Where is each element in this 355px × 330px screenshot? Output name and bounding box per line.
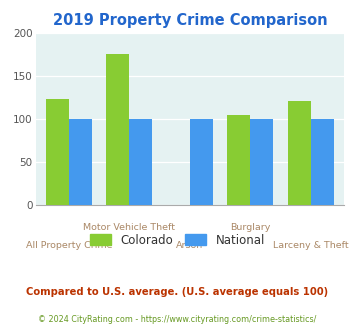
Text: Burglary: Burglary xyxy=(230,223,271,232)
Bar xyxy=(311,119,334,205)
Bar xyxy=(228,115,251,205)
Title: 2019 Property Crime Comparison: 2019 Property Crime Comparison xyxy=(53,13,327,28)
Text: © 2024 CityRating.com - https://www.cityrating.com/crime-statistics/: © 2024 CityRating.com - https://www.city… xyxy=(38,315,317,324)
Text: Larceny & Theft: Larceny & Theft xyxy=(273,241,349,250)
Text: Motor Vehicle Theft: Motor Vehicle Theft xyxy=(83,223,175,232)
Bar xyxy=(69,119,92,205)
Bar xyxy=(129,119,152,205)
Text: Compared to U.S. average. (U.S. average equals 100): Compared to U.S. average. (U.S. average … xyxy=(26,287,329,297)
Bar xyxy=(288,101,311,205)
Bar xyxy=(251,119,273,205)
Bar xyxy=(190,119,213,205)
Text: All Property Crime: All Property Crime xyxy=(26,241,112,250)
Text: Arson: Arson xyxy=(176,241,203,250)
Bar xyxy=(46,99,69,205)
Bar xyxy=(106,54,129,205)
Legend: Colorado, National: Colorado, National xyxy=(85,229,270,251)
